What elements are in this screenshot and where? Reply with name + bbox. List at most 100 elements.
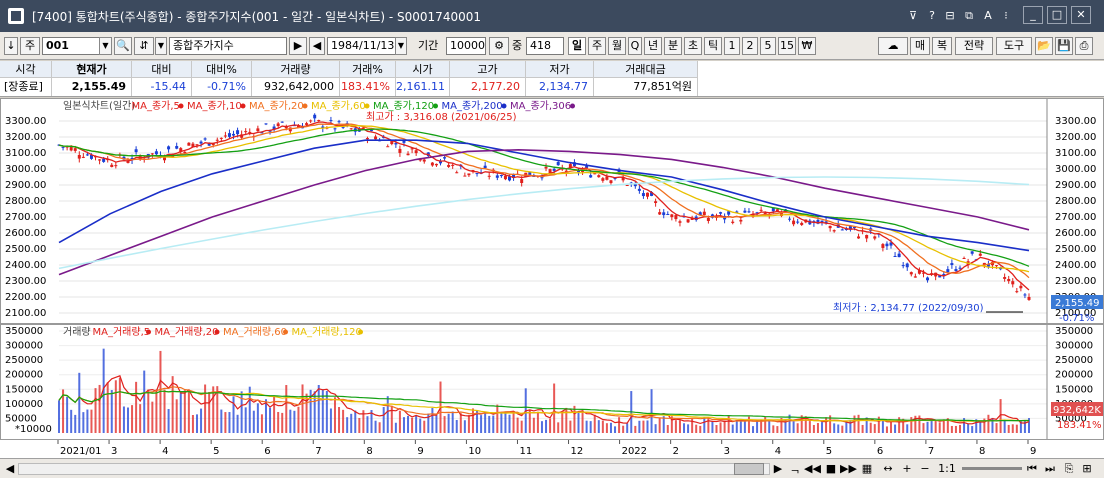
copy-icon[interactable]: ⧉	[965, 9, 973, 22]
volume-bar	[220, 409, 223, 433]
rewind-icon[interactable]: ◀◀	[804, 462, 821, 475]
volume-bar	[857, 414, 860, 433]
zoom-out-icon[interactable]: −	[920, 462, 930, 475]
link-icon[interactable]: ⁝	[1004, 9, 1008, 22]
period-second-button[interactable]: 초	[684, 37, 702, 55]
volume-bar	[155, 389, 158, 433]
play-prev-icon[interactable]: ◀	[309, 37, 325, 55]
period-year-button[interactable]: 년	[644, 37, 662, 55]
candle-body	[625, 185, 629, 187]
buy-button[interactable]: 복	[932, 37, 952, 55]
currency-button[interactable]: ₩	[798, 37, 816, 55]
volume-bar	[484, 413, 487, 433]
print-icon[interactable]: ⎙	[1075, 37, 1093, 55]
candle-body	[921, 272, 925, 274]
tools-button[interactable]: 도구	[996, 37, 1032, 55]
period-input[interactable]: 10000	[446, 37, 486, 55]
x-tick-label: 4	[162, 446, 168, 457]
chevron-down-icon[interactable]: ▼	[155, 37, 167, 55]
period-minute-button[interactable]: 분	[664, 37, 682, 55]
volume-bar	[833, 423, 836, 433]
period-quarter-button[interactable]: Q	[628, 37, 642, 55]
volume-bar	[139, 404, 142, 433]
candle-body	[503, 175, 507, 180]
search-icon[interactable]: 🔍	[114, 37, 132, 55]
export-icon[interactable]: ⎘	[1064, 462, 1074, 475]
cloud-icon[interactable]: ☁	[878, 37, 908, 55]
sell-button[interactable]: 매	[910, 37, 930, 55]
calendar-icon[interactable]: ▦	[861, 462, 873, 475]
chevron-down-icon[interactable]: ▼	[99, 37, 112, 55]
volume-bar	[816, 423, 819, 433]
cursor-icon[interactable]: ᆨ	[789, 462, 801, 475]
ma-line	[58, 125, 1030, 273]
name-input[interactable]: 종합주가지수	[169, 37, 287, 55]
volume-bar	[277, 411, 280, 433]
title-bar: [7400] 통합차트(주식종합) - 종합주가지수(001 - 일간 - 일본…	[0, 0, 1104, 32]
date-input[interactable]: 1984/11/13	[327, 37, 407, 55]
period-week-button[interactable]: 주	[588, 37, 606, 55]
interval-1-button[interactable]: 1	[724, 37, 740, 55]
scrollbar-track[interactable]	[18, 463, 770, 475]
zoom-ratio[interactable]: 1:1	[938, 462, 956, 475]
zoom-in-icon[interactable]: +	[902, 462, 912, 475]
interval-2-button[interactable]: 2	[742, 37, 758, 55]
candle-body	[394, 143, 398, 145]
pin-icon[interactable]: ⊽	[908, 9, 918, 22]
interval-5-button[interactable]: 5	[760, 37, 776, 55]
font-icon[interactable]: A	[984, 9, 992, 22]
candle-body	[564, 170, 568, 173]
arrow-down-icon[interactable]: ↓	[4, 37, 18, 55]
volume-bar	[772, 425, 775, 433]
code-input[interactable]: 001	[42, 37, 112, 55]
candle-body	[990, 262, 994, 266]
minimize-button[interactable]: _	[1023, 6, 1043, 24]
scroll-left-icon[interactable]: ◀	[5, 462, 15, 475]
candle-body	[909, 272, 913, 275]
volume-bar	[796, 423, 799, 433]
list-icon[interactable]: ⇵	[134, 37, 154, 55]
candle-body	[508, 176, 512, 181]
market-select[interactable]: 주	[20, 37, 40, 55]
volume-bar	[959, 424, 962, 433]
price-chart[interactable]: 일본식차트(일간)MA_종가,5 MA_종가,10 MA_종가,20 MA_종가,60…	[0, 98, 1104, 324]
volume-bar	[333, 397, 336, 433]
volume-bar	[589, 421, 592, 433]
chevron-down-icon[interactable]: ▼	[395, 37, 407, 55]
candle-body	[487, 175, 491, 177]
close-button[interactable]: ✕	[1071, 6, 1091, 24]
period-tick-button[interactable]: 틱	[704, 37, 722, 55]
help-icon[interactable]: ?	[929, 9, 935, 22]
zoom-slider[interactable]	[962, 467, 1022, 470]
volume-bar	[435, 414, 438, 433]
legend-dot	[214, 329, 220, 335]
stop-icon[interactable]: ■	[825, 462, 837, 475]
candle-body	[73, 148, 77, 151]
candle-body	[313, 114, 317, 119]
period-day-button[interactable]: 일	[568, 37, 586, 55]
candle-body	[163, 157, 167, 161]
last-page-icon[interactable]: ⏭	[1045, 462, 1055, 475]
play-next-icon[interactable]: ▶	[289, 37, 307, 55]
scrollbar-thumb[interactable]	[734, 463, 764, 475]
zoom-fit-icon[interactable]: ↔	[883, 462, 893, 475]
count-input[interactable]: 418	[526, 37, 564, 55]
volume-grid	[59, 325, 1048, 439]
scroll-right-icon[interactable]: ▶	[773, 462, 783, 475]
strategy-button[interactable]: 전략	[955, 37, 993, 55]
maximize-button[interactable]: □	[1047, 6, 1067, 24]
candle-body	[321, 126, 325, 129]
chart-settings-icon[interactable]: ⊞	[1082, 462, 1092, 475]
volume-bar	[411, 417, 414, 433]
open-folder-icon[interactable]: 📂	[1035, 37, 1053, 55]
candle-body	[288, 127, 292, 132]
settings-icon[interactable]: ⚙	[489, 37, 509, 55]
period-month-button[interactable]: 월	[608, 37, 626, 55]
volume-chart[interactable]: 거래량 MA_거래량,5 MA_거래량,20 MA_거래량,60 MA_거래량,120 …	[0, 324, 1104, 440]
price-tick-left: 2200.00	[5, 292, 46, 303]
save-icon[interactable]: 💾	[1055, 37, 1073, 55]
window-icon[interactable]: ⊟	[945, 9, 955, 22]
forward-icon[interactable]: ▶▶	[840, 462, 857, 475]
interval-15-button[interactable]: 15	[778, 37, 796, 55]
first-page-icon[interactable]: ⏮	[1027, 462, 1037, 475]
